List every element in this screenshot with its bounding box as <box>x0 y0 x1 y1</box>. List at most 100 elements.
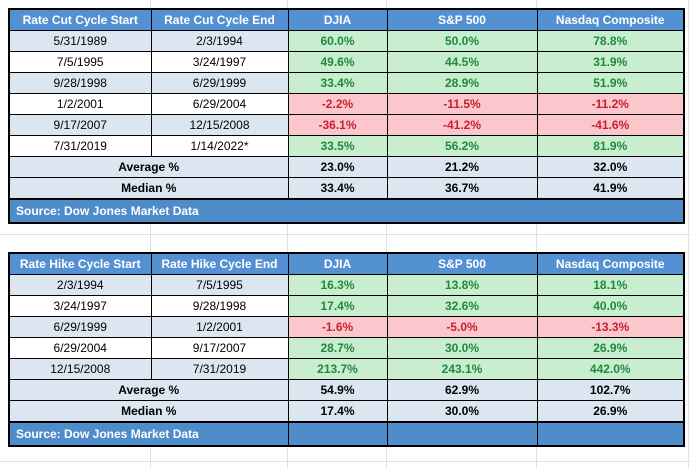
column-header[interactable]: Rate Cut Cycle End <box>150 8 289 31</box>
summary-label-cell[interactable]: Average % <box>8 379 289 401</box>
summary-label-cell[interactable]: Average % <box>8 156 289 178</box>
return-value-cell[interactable]: -11.2% <box>536 93 685 115</box>
return-value-cell[interactable]: 31.9% <box>536 51 685 73</box>
return-value-cell[interactable]: 17.4% <box>287 295 388 317</box>
summary-value-cell[interactable]: 21.2% <box>386 156 538 178</box>
return-value-cell[interactable]: 33.5% <box>287 135 388 157</box>
source-cell[interactable]: Source: Dow Jones Market Data <box>8 198 685 224</box>
summary-value-cell[interactable]: 32.0% <box>536 156 685 178</box>
return-value-cell[interactable]: 30.0% <box>386 337 538 359</box>
return-value-cell[interactable]: 32.6% <box>386 295 538 317</box>
return-value-cell[interactable]: 16.3% <box>287 274 388 296</box>
cycle-end-date-cell[interactable]: 3/24/1997 <box>150 51 289 73</box>
cycle-start-date-cell[interactable]: 9/17/2007 <box>8 114 152 136</box>
summary-value-cell[interactable]: 41.9% <box>536 177 685 200</box>
return-value-cell[interactable]: 44.5% <box>386 51 538 73</box>
column-header[interactable]: Nasdaq Composite <box>536 252 685 275</box>
return-value-cell[interactable]: 28.7% <box>287 337 388 359</box>
table-row: 9/28/1998 6/29/1999 33.4% 28.9% 51.9% <box>8 72 685 94</box>
summary-value-cell[interactable]: 54.9% <box>287 379 388 401</box>
header-row: Rate Hike Cycle Start Rate Hike Cycle End… <box>8 252 685 275</box>
return-value-cell[interactable]: 56.2% <box>386 135 538 157</box>
column-header[interactable]: Rate Hike Cycle Start <box>8 252 152 275</box>
column-header[interactable]: S&P 500 <box>386 252 538 275</box>
column-header[interactable]: Nasdaq Composite <box>536 8 685 31</box>
summary-value-cell[interactable]: 36.7% <box>386 177 538 200</box>
return-value-cell[interactable]: 213.7% <box>287 358 388 380</box>
cycle-start-date-cell[interactable]: 9/28/1998 <box>8 72 152 94</box>
return-value-cell[interactable]: 442.0% <box>536 358 685 380</box>
cycle-end-date-cell[interactable]: 1/14/2022* <box>150 135 289 157</box>
cycle-end-date-cell[interactable]: 7/5/1995 <box>150 274 289 296</box>
column-header[interactable]: S&P 500 <box>386 8 538 31</box>
table-row: 6/29/1999 1/2/2001 -1.6% -5.0% -13.3% <box>8 316 685 338</box>
cycle-start-date-cell[interactable]: 6/29/1999 <box>8 316 152 338</box>
source-empty-cell[interactable] <box>536 421 685 447</box>
return-value-cell[interactable]: -1.6% <box>287 316 388 338</box>
summary-value-cell[interactable]: 102.7% <box>536 379 685 401</box>
summary-value-cell[interactable]: 62.9% <box>386 379 538 401</box>
return-value-cell[interactable]: -13.3% <box>536 316 685 338</box>
rate-cut-cycle-table: Rate Cut Cycle Start Rate Cut Cycle End DJ… <box>8 8 685 224</box>
return-value-cell[interactable]: 18.1% <box>536 274 685 296</box>
header-row: Rate Cut Cycle Start Rate Cut Cycle End DJ… <box>8 8 685 31</box>
return-value-cell[interactable]: -11.5% <box>386 93 538 115</box>
summary-label-cell[interactable]: Median % <box>8 177 289 200</box>
return-value-cell[interactable]: -5.0% <box>386 316 538 338</box>
cycle-start-date-cell[interactable]: 7/5/1995 <box>8 51 152 73</box>
summary-row: Median % 17.4% 30.0% 26.9% <box>8 400 685 423</box>
cycle-start-date-cell[interactable]: 12/15/2008 <box>8 358 152 380</box>
table-row: 7/5/1995 3/24/1997 49.6% 44.5% 31.9% <box>8 51 685 73</box>
return-value-cell[interactable]: 49.6% <box>287 51 388 73</box>
cycle-end-date-cell[interactable]: 7/31/2019 <box>150 358 289 380</box>
cycle-start-date-cell[interactable]: 1/2/2001 <box>8 93 152 115</box>
cycle-end-date-cell[interactable]: 12/15/2008 <box>150 114 289 136</box>
return-value-cell[interactable]: 60.0% <box>287 30 388 52</box>
summary-row: Average % 23.0% 21.2% 32.0% <box>8 156 685 178</box>
return-value-cell[interactable]: 26.9% <box>536 337 685 359</box>
column-header[interactable]: Rate Hike Cycle End <box>150 252 289 275</box>
cycle-end-date-cell[interactable]: 1/2/2001 <box>150 316 289 338</box>
summary-label-cell[interactable]: Median % <box>8 400 289 423</box>
return-value-cell[interactable]: -41.6% <box>536 114 685 136</box>
table-row: 2/3/1994 7/5/1995 16.3% 13.8% 18.1% <box>8 274 685 296</box>
return-value-cell[interactable]: -2.2% <box>287 93 388 115</box>
summary-row: Average % 54.9% 62.9% 102.7% <box>8 379 685 401</box>
cycle-start-date-cell[interactable]: 3/24/1997 <box>8 295 152 317</box>
return-value-cell[interactable]: 50.0% <box>386 30 538 52</box>
return-value-cell[interactable]: 51.9% <box>536 72 685 94</box>
summary-value-cell[interactable]: 17.4% <box>287 400 388 423</box>
column-header[interactable]: DJIA <box>287 252 388 275</box>
column-header[interactable]: DJIA <box>287 8 388 31</box>
return-value-cell[interactable]: -41.2% <box>386 114 538 136</box>
return-value-cell[interactable]: 243.1% <box>386 358 538 380</box>
cycle-end-date-cell[interactable]: 6/29/1999 <box>150 72 289 94</box>
table-row: 12/15/2008 7/31/2019 213.7% 243.1% 442.0% <box>8 358 685 380</box>
return-value-cell[interactable]: -36.1% <box>287 114 388 136</box>
cycle-end-date-cell[interactable]: 9/17/2007 <box>150 337 289 359</box>
column-header[interactable]: Rate Cut Cycle Start <box>8 8 152 31</box>
cycle-end-date-cell[interactable]: 9/28/1998 <box>150 295 289 317</box>
source-cell[interactable]: Source: Dow Jones Market Data <box>8 421 289 447</box>
source-empty-cell[interactable] <box>386 421 538 447</box>
cycle-end-date-cell[interactable]: 6/29/2004 <box>150 93 289 115</box>
table-row: 5/31/1989 2/3/1994 60.0% 50.0% 78.8% <box>8 30 685 52</box>
return-value-cell[interactable]: 78.8% <box>536 30 685 52</box>
summary-value-cell[interactable]: 33.4% <box>287 177 388 200</box>
cycle-start-date-cell[interactable]: 5/31/1989 <box>8 30 152 52</box>
summary-value-cell[interactable]: 26.9% <box>536 400 685 423</box>
return-value-cell[interactable]: 28.9% <box>386 72 538 94</box>
return-value-cell[interactable]: 33.4% <box>287 72 388 94</box>
table-row: 7/31/2019 1/14/2022* 33.5% 56.2% 81.9% <box>8 135 685 157</box>
return-value-cell[interactable]: 40.0% <box>536 295 685 317</box>
cycle-start-date-cell[interactable]: 7/31/2019 <box>8 135 152 157</box>
cycle-start-date-cell[interactable]: 2/3/1994 <box>8 274 152 296</box>
cycle-start-date-cell[interactable]: 6/29/2004 <box>8 337 152 359</box>
return-value-cell[interactable]: 81.9% <box>536 135 685 157</box>
return-value-cell[interactable]: 13.8% <box>386 274 538 296</box>
summary-value-cell[interactable]: 23.0% <box>287 156 388 178</box>
summary-value-cell[interactable]: 30.0% <box>386 400 538 423</box>
source-empty-cell[interactable] <box>287 421 388 447</box>
cycle-end-date-cell[interactable]: 2/3/1994 <box>150 30 289 52</box>
